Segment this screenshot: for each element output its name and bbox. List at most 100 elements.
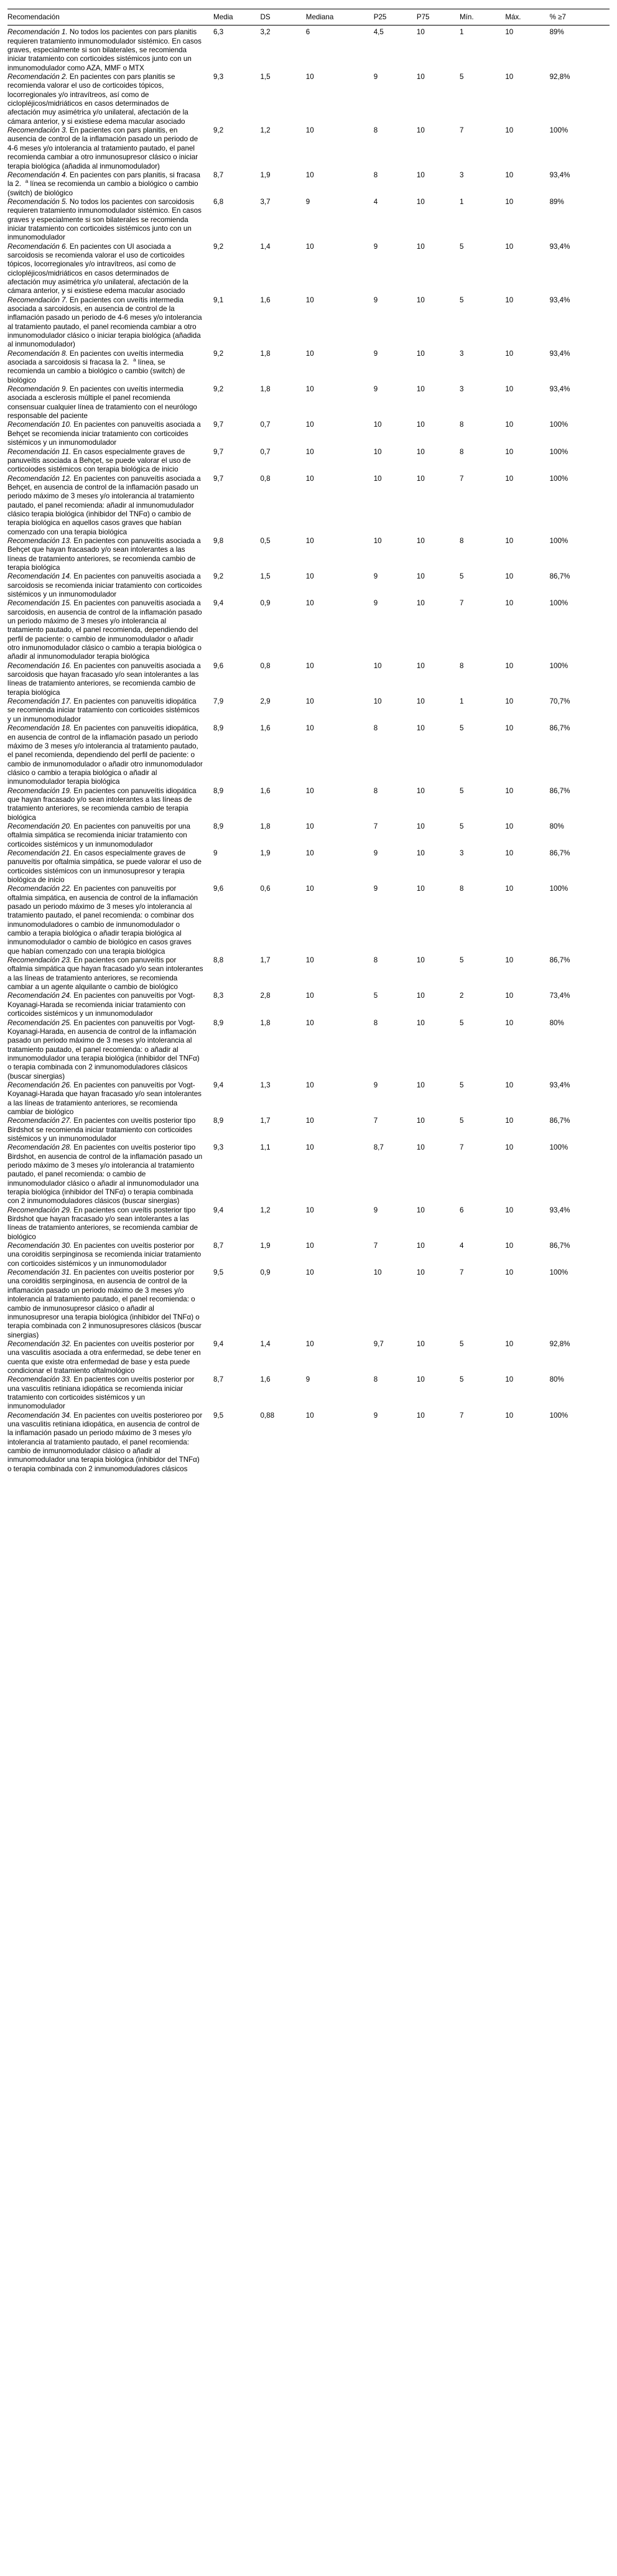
table-row: Recomendación 8. En pacientes con uveíti… <box>7 350 610 385</box>
cell-mediana: 10 <box>305 295 314 304</box>
cell-media: 9,2 <box>213 572 224 581</box>
cell-p25: 8 <box>373 724 378 733</box>
cell-pct-ge7: 80% <box>549 1375 564 1384</box>
recommendation-cell: Recomendación 21. En casos especialmente… <box>7 849 213 885</box>
table-row: Recomendación 16. En pacientes con panuv… <box>7 662 610 697</box>
recommendation-label: Recomendación 25. <box>7 1018 72 1027</box>
cell-media: 8,9 <box>213 786 224 795</box>
recommendation-cell: Recomendación 6. En pacientes con UI aso… <box>7 243 213 296</box>
table-row: Recomendación 27. En pacientes con uveít… <box>7 1117 610 1143</box>
cell-max: 10 <box>505 724 514 733</box>
cell-p75: 10 <box>416 28 425 37</box>
cell-mediana: 10 <box>305 242 314 251</box>
cell-ds: 0,5 <box>260 536 271 545</box>
ordinal-superscript: a <box>129 357 136 363</box>
recommendation-cell: Recomendación 31. En pacientes con uveít… <box>7 1268 213 1340</box>
recommendation-label: Recomendación 31. <box>7 1268 72 1277</box>
cell-pct-ge7: 80% <box>549 822 564 830</box>
cell-p75: 10 <box>416 349 425 358</box>
cell-mediana: 10 <box>305 349 314 358</box>
table-row: Recomendación 15. En pacientes con panuv… <box>7 599 610 661</box>
cell-media: 9,1 <box>213 295 224 304</box>
cell-min: 1 <box>460 697 464 706</box>
recommendation-cell: Recomendación 13. En pacientes con panuv… <box>7 537 213 572</box>
table-row: Recomendación 34. En pacientes con uveít… <box>7 1411 610 1474</box>
cell-min: 5 <box>460 724 464 733</box>
cell-min: 6 <box>460 1206 464 1214</box>
cell-ds: 1,6 <box>260 786 271 795</box>
recommendation-label: Recomendación 33. <box>7 1375 72 1384</box>
cell-ds: 0,9 <box>260 1268 271 1277</box>
cell-media: 6,3 <box>213 28 224 37</box>
recommendation-label: Recomendación 3. <box>7 126 68 135</box>
recommendation-cell: Recomendación 11. En casos especialmente… <box>7 448 213 475</box>
table-row: Recomendación 32. En pacientes con uveít… <box>7 1340 610 1375</box>
cell-mediana: 10 <box>305 1143 314 1152</box>
cell-ds: 1,6 <box>260 1375 271 1384</box>
cell-ds: 1,4 <box>260 1339 271 1348</box>
cell-pct-ge7: 100% <box>549 421 568 429</box>
recommendation-text: En pacientes con panuveítis por Vogt-Koy… <box>7 1081 202 1116</box>
recommendation-text: En pacientes con uveítis intermedia asoc… <box>7 295 202 349</box>
recommendation-text: En pacientes con uveítis posterior por u… <box>7 1339 201 1375</box>
cell-max: 10 <box>505 295 514 304</box>
cell-mediana: 10 <box>305 474 314 483</box>
cell-min: 5 <box>460 572 464 581</box>
cell-min: 3 <box>460 385 464 394</box>
cell-max: 10 <box>505 1339 514 1348</box>
cell-p25: 8 <box>373 1375 378 1384</box>
table-header: Recomendación Media DS Mediana P25 P75 M… <box>7 9 610 26</box>
cell-ds: 1,9 <box>260 849 271 857</box>
cell-ds: 1,1 <box>260 1143 271 1152</box>
cell-mediana: 10 <box>305 170 314 179</box>
recommendation-label: Recomendación 6. <box>7 242 68 251</box>
table-row: Recomendación 18. En pacientes con panuv… <box>7 724 610 786</box>
cell-mediana: 10 <box>305 73 314 81</box>
cell-max: 10 <box>505 849 514 857</box>
recommendation-text: En pacientes con panuveítis asociada a s… <box>7 572 202 598</box>
cell-media: 8,9 <box>213 822 224 830</box>
cell-max: 10 <box>505 421 514 429</box>
cell-p25: 10 <box>373 447 382 456</box>
table-row: Recomendación 11. En casos especialmente… <box>7 448 610 475</box>
cell-mediana: 10 <box>305 126 314 135</box>
table-body: Recomendación 1. No todos los pacientes … <box>7 26 610 1474</box>
recommendation-cell: Recomendación 33. En pacientes con uveít… <box>7 1375 213 1411</box>
cell-media: 9,8 <box>213 536 224 545</box>
cell-mediana: 10 <box>305 1268 314 1277</box>
cell-mediana: 10 <box>305 822 314 830</box>
table-row: Recomendación 29. En pacientes con uveít… <box>7 1206 610 1242</box>
cell-mediana: 10 <box>305 536 314 545</box>
cell-pct-ge7: 100% <box>549 1268 568 1277</box>
recommendation-label: Recomendación 18. <box>7 724 72 733</box>
recommendation-cell: Recomendación 3. En pacientes con pars p… <box>7 126 213 171</box>
cell-p75: 10 <box>416 1018 425 1027</box>
cell-p25: 8 <box>373 170 378 179</box>
cell-pct-ge7: 89% <box>549 197 564 206</box>
cell-min: 8 <box>460 447 464 456</box>
cell-max: 10 <box>505 956 514 965</box>
table-row: Recomendación 23. En pacientes con panuv… <box>7 956 610 992</box>
cell-ds: 1,6 <box>260 724 271 733</box>
cell-mediana: 10 <box>305 1242 314 1250</box>
cell-p25: 8,7 <box>373 1143 384 1152</box>
recommendation-text: En pacientes con uveítis intermedia asoc… <box>7 349 183 367</box>
cell-media: 9,2 <box>213 126 224 135</box>
cell-mediana: 6 <box>305 28 310 37</box>
cell-mediana: 10 <box>305 1339 314 1348</box>
cell-max: 10 <box>505 474 514 483</box>
recommendation-label: Recomendación 13. <box>7 536 72 545</box>
recommendation-text: En pacientes con pars planitis, si fraca… <box>7 170 200 188</box>
cell-ds: 1,4 <box>260 242 271 251</box>
cell-ds: 1,9 <box>260 1242 271 1250</box>
cell-pct-ge7: 73,4% <box>549 992 570 1000</box>
cell-p75: 10 <box>416 474 425 483</box>
recommendation-label: Recomendación 27. <box>7 1117 72 1125</box>
cell-mediana: 10 <box>305 447 314 456</box>
recommendation-text: En pacientes con uveítis posterior por u… <box>7 1268 202 1339</box>
cell-media: 9,7 <box>213 421 224 429</box>
recommendation-cell: Recomendación 25. En pacientes con panuv… <box>7 1019 213 1081</box>
cell-pct-ge7: 86,7% <box>549 956 570 965</box>
cell-pct-ge7: 100% <box>549 126 568 135</box>
cell-min: 2 <box>460 992 464 1000</box>
